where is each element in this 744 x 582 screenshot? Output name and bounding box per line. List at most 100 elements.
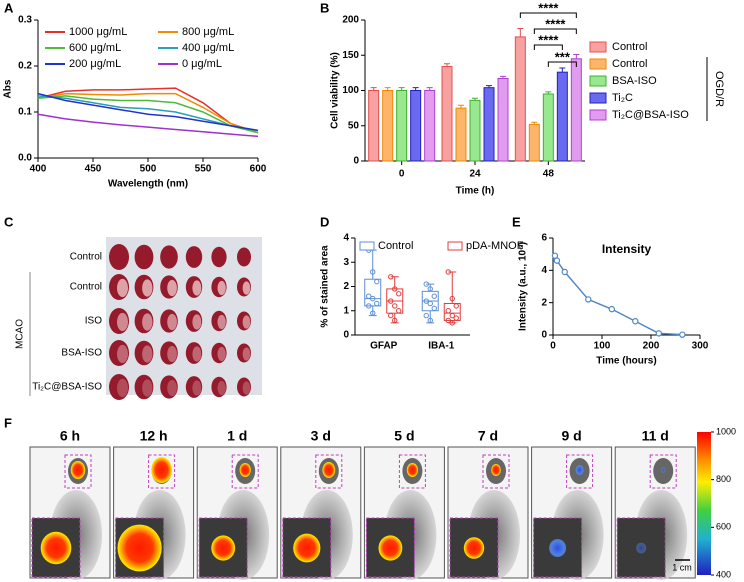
error-bar bbox=[486, 85, 492, 88]
legend-label: Control bbox=[612, 41, 647, 53]
y-axis-label: % of stained area bbox=[320, 245, 331, 328]
panel-label: A bbox=[4, 0, 14, 15]
data-line bbox=[37, 95, 259, 132]
y-tick-label: 0.1 bbox=[18, 107, 32, 118]
zoom-signal bbox=[117, 524, 162, 572]
zoom-signal bbox=[636, 542, 647, 554]
x-tick-label: IBA-1 bbox=[428, 341, 455, 352]
bar bbox=[455, 107, 467, 162]
data-point bbox=[655, 330, 663, 337]
x-tick-label: 600 bbox=[250, 164, 267, 175]
panel-label: B bbox=[320, 0, 329, 15]
scale-bar-label: 1 cm bbox=[672, 562, 692, 572]
legend-label: 1000 μg/mL bbox=[69, 26, 127, 38]
data-point bbox=[388, 298, 394, 304]
data-point bbox=[374, 278, 380, 285]
row-label: Ti₂C@BSA-ISO bbox=[32, 382, 102, 393]
timepoint-label: 7 d bbox=[478, 428, 498, 444]
data-point bbox=[423, 298, 429, 304]
x-tick-label: 550 bbox=[195, 164, 212, 175]
legend-label: 0 μg/mL bbox=[182, 58, 222, 70]
data-line bbox=[37, 92, 259, 132]
timepoint-label: 9 d bbox=[561, 428, 581, 444]
legend-label: 600 μg/mL bbox=[69, 42, 121, 54]
error-bar bbox=[370, 87, 377, 91]
legend-label: pDA-MNOF bbox=[466, 240, 524, 252]
colorbar-tick-label: 1000 bbox=[716, 426, 736, 436]
x-tick-label: 0 bbox=[399, 169, 405, 180]
panel-label: D bbox=[320, 214, 329, 229]
zoom-signal bbox=[378, 535, 403, 561]
legend-swatch bbox=[589, 75, 607, 87]
data-point bbox=[561, 268, 568, 276]
y-tick-label: 0 bbox=[343, 330, 349, 341]
data-point bbox=[396, 291, 402, 297]
timepoint-label: 6 h bbox=[60, 428, 80, 444]
y-tick-label: 2 bbox=[541, 297, 547, 308]
bar bbox=[483, 87, 495, 162]
chart-title: Intensity bbox=[602, 242, 652, 256]
infarct bbox=[142, 279, 153, 297]
x-tick-label: 48 bbox=[543, 169, 555, 180]
colorbar-tick-label: 800 bbox=[716, 474, 731, 484]
brain-slice bbox=[109, 374, 129, 400]
signal bbox=[491, 464, 501, 476]
group-label: MCAO bbox=[15, 319, 26, 349]
bar bbox=[570, 58, 582, 162]
y-axis-label: Abs bbox=[3, 79, 14, 98]
legend-label: BSA-ISO bbox=[612, 75, 657, 87]
x-tick-label: 450 bbox=[85, 164, 102, 175]
infarct bbox=[217, 280, 226, 296]
error-bar bbox=[412, 87, 419, 91]
data-point bbox=[553, 257, 561, 264]
significance-label: *** bbox=[555, 49, 571, 64]
x-tick-label: 400 bbox=[30, 164, 47, 175]
infarct bbox=[117, 344, 128, 364]
data-point bbox=[388, 312, 394, 319]
infarct bbox=[167, 379, 177, 397]
legend-label: Control bbox=[378, 240, 413, 252]
x-tick-label: 24 bbox=[469, 169, 481, 180]
infarct bbox=[167, 345, 177, 363]
infarct bbox=[117, 278, 128, 298]
panel-label: F bbox=[4, 415, 12, 430]
signal bbox=[151, 457, 173, 483]
y-tick-label: 200 bbox=[342, 15, 359, 26]
error-bar bbox=[458, 104, 464, 109]
brain-slice bbox=[109, 244, 129, 270]
brain-slice bbox=[185, 246, 203, 268]
roi-box bbox=[64, 454, 92, 489]
data-point bbox=[431, 305, 437, 312]
y-tick-label: 150 bbox=[342, 50, 359, 61]
brain-slice bbox=[160, 245, 178, 269]
data-point bbox=[445, 317, 451, 324]
y-axis-label: Cell viability (%) bbox=[330, 52, 341, 129]
data-point bbox=[453, 315, 459, 321]
data-point bbox=[679, 331, 686, 338]
infarct bbox=[217, 380, 226, 396]
data-point bbox=[427, 300, 433, 307]
zoom-signal bbox=[40, 531, 72, 565]
bar bbox=[410, 90, 422, 162]
signal bbox=[406, 463, 418, 477]
roi-box bbox=[315, 454, 343, 489]
infarct bbox=[242, 347, 251, 361]
data-point bbox=[392, 317, 398, 324]
infarct bbox=[167, 279, 177, 297]
data-point bbox=[445, 308, 451, 314]
significance-bracket bbox=[533, 44, 563, 50]
legend-label: Ti₂C bbox=[612, 92, 633, 104]
roi-box bbox=[148, 454, 176, 489]
zoom-signal bbox=[211, 535, 236, 561]
data-point bbox=[427, 286, 433, 292]
x-tick-label: 200 bbox=[643, 341, 660, 352]
y-tick-label: 50 bbox=[348, 120, 360, 131]
box bbox=[364, 278, 382, 307]
data-point bbox=[427, 317, 433, 324]
legend-swatch bbox=[589, 109, 607, 121]
colorbar-tick-label: 600 bbox=[716, 522, 731, 532]
roi-box bbox=[398, 454, 426, 489]
x-tick-label: 500 bbox=[140, 164, 157, 175]
bar bbox=[514, 36, 526, 162]
y-tick-label: 0.3 bbox=[18, 15, 32, 26]
